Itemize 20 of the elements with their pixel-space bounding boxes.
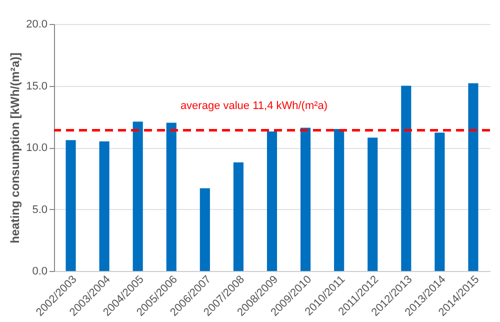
ref-line-label: average value 11,4 kWh/(m²a) <box>180 100 328 112</box>
bar <box>132 122 143 271</box>
bar <box>66 140 76 271</box>
bar <box>300 128 311 271</box>
bar <box>434 132 445 271</box>
bar <box>233 162 244 271</box>
y-tick-label: 5.0 <box>32 204 48 216</box>
bar <box>266 131 278 271</box>
y-tick-label: 0.0 <box>32 266 48 278</box>
bar <box>468 83 478 271</box>
bar <box>334 128 344 271</box>
y-tick-label: 15.0 <box>26 80 48 92</box>
bar <box>368 138 378 271</box>
bar <box>99 141 110 271</box>
y-tick-label: 20.0 <box>26 18 48 30</box>
y-tick-label: 10.0 <box>26 142 48 154</box>
bar <box>166 122 176 271</box>
bar <box>401 86 412 271</box>
y-axis-title: heating consumption [kWh/(m²a)] <box>8 52 22 244</box>
bar <box>200 188 210 271</box>
